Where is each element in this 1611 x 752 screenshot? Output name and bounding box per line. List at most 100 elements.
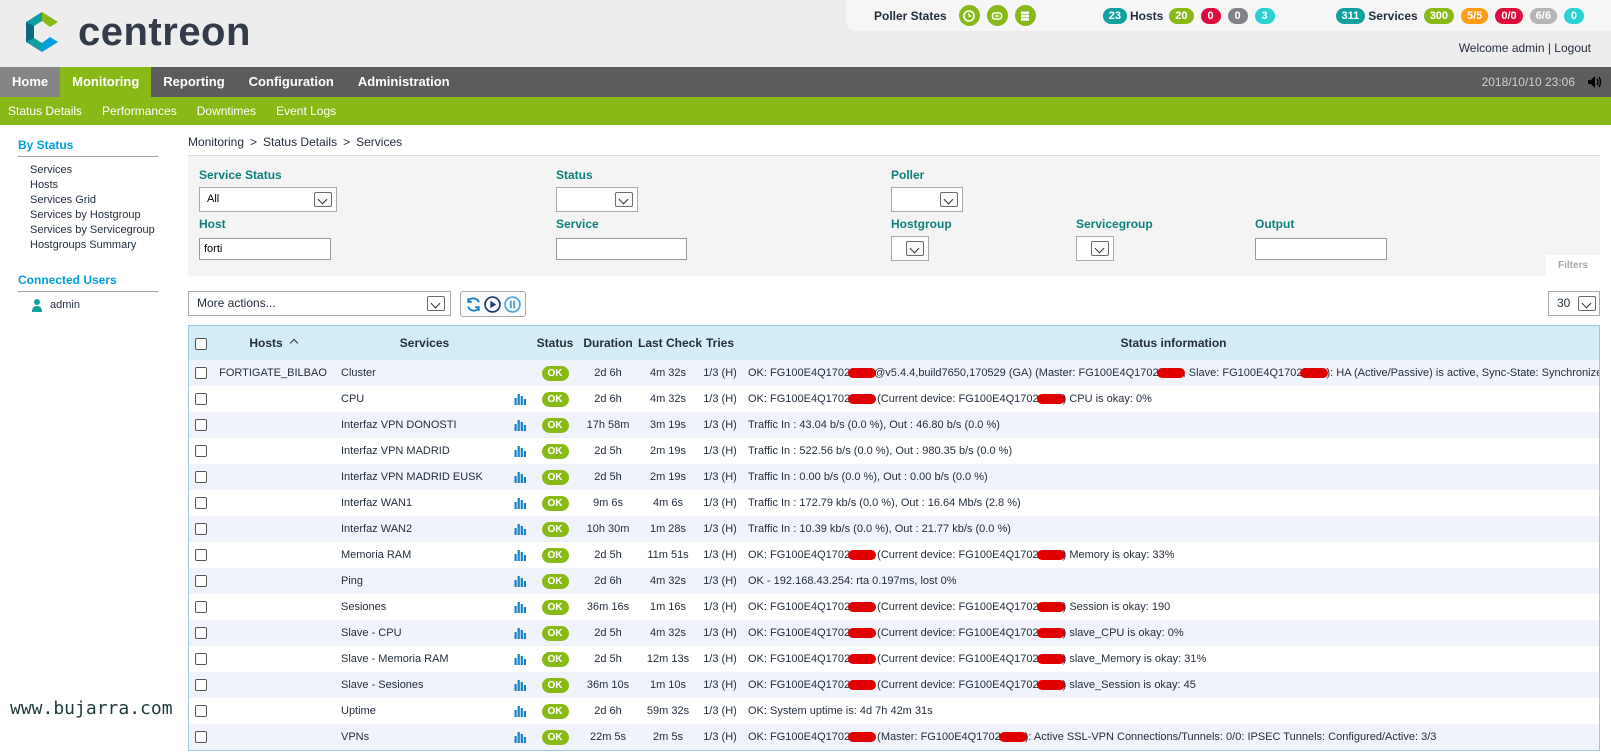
results-per-page-select[interactable]: 30 [1548, 291, 1600, 316]
service-name[interactable]: Cluster [341, 367, 376, 379]
graph-icon[interactable] [514, 497, 526, 510]
host-input[interactable] [199, 238, 331, 260]
services-ok-badge[interactable]: 300 [1423, 7, 1455, 24]
row-checkbox[interactable] [195, 627, 207, 640]
row-checkbox[interactable] [195, 445, 207, 458]
host-name[interactable]: FORTIGATE_BILBAO [219, 367, 327, 379]
centreon-logo[interactable]: centreon [18, 10, 251, 54]
column-header-hosts[interactable]: Hosts [213, 326, 333, 360]
row-checkbox[interactable] [195, 705, 207, 718]
table-row[interactable]: CPU OK 2d 6h 4m 32s 1/3 (H) OK: FG100E4Q1702 … [189, 386, 1599, 412]
graph-icon[interactable] [514, 419, 526, 432]
sidebar-item-services-grid[interactable]: Services Grid [30, 194, 97, 206]
service-name[interactable]: Ping [341, 575, 364, 587]
row-checkbox[interactable] [195, 497, 207, 510]
services-unknown-badge[interactable]: 6/6 [1529, 7, 1557, 24]
breadcrumb-monitoring[interactable]: Monitoring [188, 135, 245, 149]
tab-configuration[interactable]: Configuration [248, 74, 334, 89]
table-row[interactable]: Slave - Memoria RAM OK 2d 5h 12m 13s 1/3 (H)… [189, 646, 1599, 672]
service-name[interactable]: Interfaz VPN DONOSTI [341, 419, 457, 431]
server-icon[interactable] [1014, 5, 1036, 26]
sidebar-item-services[interactable]: Services [30, 164, 73, 176]
select-all-checkbox[interactable] [195, 337, 207, 350]
filters-toggle-tab[interactable]: Filters [1546, 255, 1600, 276]
service-name[interactable]: Interfaz VPN MADRID [341, 445, 450, 457]
graph-icon[interactable] [514, 445, 526, 458]
row-checkbox[interactable] [195, 575, 207, 588]
logout-link[interactable]: Logout [1554, 41, 1591, 55]
graph-icon[interactable] [514, 679, 526, 692]
subnav-event-logs[interactable]: Event Logs [276, 104, 337, 118]
service-name[interactable]: Sesiones [341, 601, 387, 613]
graph-icon[interactable] [514, 653, 526, 666]
speaker-icon[interactable] [1587, 75, 1603, 89]
table-row[interactable]: Memoria RAM OK 2d 5h 11m 51s 1/3 (H) OK: FG10… [189, 542, 1599, 568]
sidebar-item-hostgroups-summary[interactable]: Hostgroups Summary [30, 239, 137, 251]
hosts-down-badge[interactable]: 0 [1200, 7, 1221, 24]
row-checkbox[interactable] [195, 419, 207, 432]
table-row[interactable]: Interfaz WAN1 OK 9m 6s 4m 6s 1/3 (H) Traffic … [189, 490, 1599, 516]
graph-icon[interactable] [514, 575, 526, 588]
poller-select[interactable] [891, 187, 963, 212]
column-header-status[interactable]: Status [536, 336, 574, 350]
row-checkbox[interactable] [195, 731, 207, 744]
service-name[interactable]: CPU [341, 393, 365, 405]
column-header-duration[interactable]: Duration [583, 336, 633, 350]
clock-icon[interactable] [958, 5, 980, 26]
service-name[interactable]: Slave - CPU [341, 627, 402, 639]
row-checkbox[interactable] [195, 549, 207, 562]
service-input[interactable] [556, 238, 687, 260]
tab-monitoring[interactable]: Monitoring [60, 67, 152, 97]
sidebar-item-hosts[interactable]: Hosts [30, 179, 59, 191]
more-actions-select[interactable]: More actions... [188, 291, 451, 316]
graph-icon[interactable] [514, 705, 526, 718]
services-critical-badge[interactable]: 0/0 [1495, 7, 1523, 24]
tab-reporting[interactable]: Reporting [163, 74, 225, 89]
hosts-up-badge[interactable]: 20 [1169, 7, 1194, 24]
hosts-pending-badge[interactable]: 3 [1254, 7, 1275, 24]
table-row[interactable]: VPNs OK 22m 5s 2m 5s 1/3 (H) OK: FG100E4Q1702… [189, 724, 1599, 750]
tab-administration[interactable]: Administration [357, 74, 450, 89]
table-row[interactable]: Interfaz VPN DONOSTI OK 17h 58m 3m 19s 1/3 (… [189, 412, 1599, 438]
table-row[interactable]: Slave - CPU OK 2d 5h 4m 32s 1/3 (H) OK: FG100… [189, 620, 1599, 646]
tab-home[interactable]: Home [0, 67, 61, 97]
row-checkbox[interactable] [195, 653, 207, 666]
service-status-select[interactable]: All [199, 187, 337, 212]
breadcrumb-services[interactable]: Services [356, 135, 403, 149]
row-checkbox[interactable] [195, 601, 207, 614]
breadcrumb-status-details[interactable]: Status Details [263, 135, 338, 149]
database-icon[interactable] [986, 5, 1008, 26]
sidebar-item-services-by-hostgroup[interactable]: Services by Hostgroup [30, 209, 141, 221]
table-row[interactable]: Uptime OK 2d 6h 59m 32s 1/3 (H) OK: System up… [189, 698, 1599, 724]
table-row[interactable]: Interfaz VPN MADRID OK 2d 5h 2m 19s 1/3 (H) T… [189, 438, 1599, 464]
status-select[interactable] [556, 187, 638, 212]
subnav-downtimes[interactable]: Downtimes [196, 104, 257, 118]
services-total-badge[interactable]: 311 [1335, 7, 1366, 24]
row-checkbox[interactable] [195, 367, 207, 380]
service-name[interactable]: Slave - Sesiones [341, 679, 424, 691]
servicegroup-select[interactable] [1076, 236, 1114, 261]
subnav-performances[interactable]: Performances [102, 104, 177, 118]
output-input[interactable] [1255, 238, 1387, 260]
service-name[interactable]: Memoria RAM [341, 549, 412, 561]
table-row[interactable]: Interfaz VPN MADRID EUSK OK 2d 5h 2m 19s 1/3… [189, 464, 1599, 490]
pause-icon[interactable] [504, 295, 521, 313]
services-warning-badge[interactable]: 5/5 [1461, 7, 1489, 24]
row-checkbox[interactable] [195, 523, 207, 536]
service-name[interactable]: VPNs [341, 731, 370, 743]
sidebar-item-services-by-servicegroup[interactable]: Services by Servicegroup [30, 224, 155, 236]
row-checkbox[interactable] [195, 679, 207, 692]
hosts-total-badge[interactable]: 23 [1102, 7, 1127, 24]
service-name[interactable]: Interfaz WAN1 [341, 497, 413, 509]
hostgroup-select[interactable] [891, 236, 929, 261]
play-icon[interactable] [484, 295, 502, 313]
graph-icon[interactable] [514, 601, 526, 614]
graph-icon[interactable] [514, 731, 526, 744]
graph-icon[interactable] [514, 393, 526, 406]
table-row[interactable]: Sesiones OK 36m 16s 1m 16s 1/3 (H) OK: FG100E… [189, 594, 1599, 620]
column-header-last-check[interactable]: Last Check [638, 336, 703, 350]
services-label[interactable]: Services [1368, 8, 1418, 23]
subnav-status-details[interactable]: Status Details [8, 104, 83, 118]
table-row[interactable]: Ping OK 2d 6h 4m 32s 1/3 (H) OK - 192.168.43.… [189, 568, 1599, 594]
refresh-icon[interactable] [465, 296, 482, 313]
